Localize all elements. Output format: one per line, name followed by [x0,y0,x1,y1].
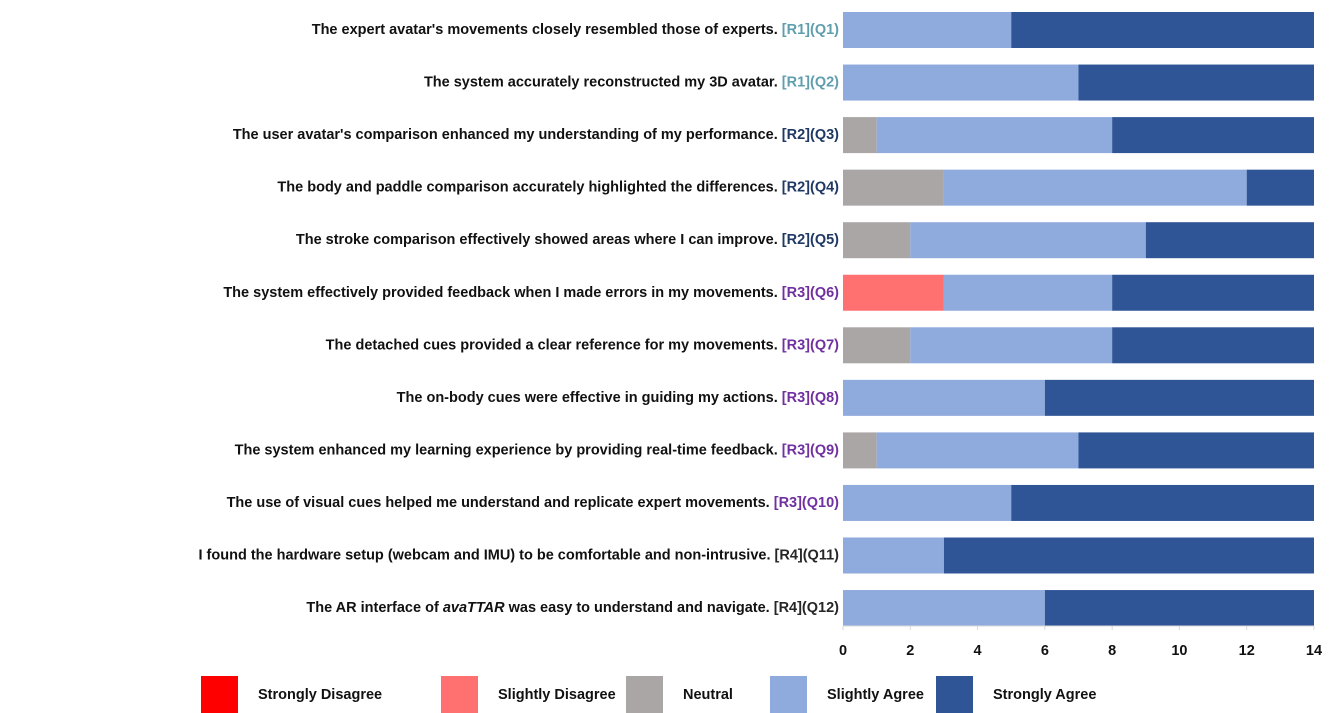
question-text: The detached cues provided a clear refer… [326,337,782,353]
x-tick-label: 4 [974,643,982,659]
tag: [R3](Q9) [782,442,839,458]
x-tick-label: 0 [839,643,847,659]
tag: [R3](Q6) [782,285,839,301]
tag: [R4](Q11) [775,547,840,563]
bar-segment [843,537,944,574]
italic-term: avaTTAR [443,600,505,616]
category-label: The stroke comparison effectively showed… [296,232,839,248]
legend-swatch [441,676,478,713]
bar-segment [876,432,1079,469]
bar-segment [843,379,1045,416]
legend-swatch [770,676,807,713]
legend-label: Neutral [683,687,733,703]
x-tick-label: 10 [1171,643,1187,659]
bar-segment [843,64,1079,101]
question-text: The use of visual cues helped me underst… [227,495,774,511]
bar-segment [843,169,944,206]
tag: [R2](Q5) [782,232,839,248]
bar-segment [943,169,1247,206]
category-label: The body and paddle comparison accuratel… [277,179,839,195]
category-label: The system accurately reconstructed my 3… [424,74,839,90]
tag: [R2](Q3) [782,127,839,143]
legend-label: Slightly Disagree [498,687,616,703]
x-tick-label: 6 [1041,643,1049,659]
tag: [R3](Q8) [782,390,839,406]
bar-segment [943,274,1113,311]
tag: [R1](Q1) [782,22,839,38]
category-label: The AR interface of avaTTAR was easy to … [306,600,839,616]
bar-segment [1246,169,1314,206]
category-label: The user avatar's comparison enhanced my… [233,127,839,143]
question-text: The stroke comparison effectively showed… [296,232,782,248]
question-text: The user avatar's comparison enhanced my… [233,127,782,143]
bar-segment [1044,590,1314,627]
x-tick-label: 12 [1239,643,1255,659]
question-text: The expert avatar's movements closely re… [312,22,782,38]
question-text: The system accurately reconstructed my 3… [424,74,782,90]
bar-segment [843,590,1045,627]
question-text: The body and paddle comparison accuratel… [277,179,781,195]
category-label: The use of visual cues helped me underst… [227,495,840,511]
bar-segment [1112,274,1314,311]
legend-swatch [936,676,973,713]
bar-segment [910,222,1146,259]
bar-segment [943,537,1314,574]
question-text: The system enhanced my learning experien… [235,442,782,458]
tag: [R1](Q2) [782,74,839,90]
question-text: The on-body cues were effective in guidi… [397,390,782,406]
bar-segment [843,274,944,311]
tag: [R3](Q7) [782,337,839,353]
bar-segment [1011,484,1314,521]
category-label: The detached cues provided a clear refer… [326,337,839,353]
bar-segment [910,327,1113,364]
bar-segment [876,117,1113,154]
bar-segment [843,432,877,469]
legend-swatch [201,676,238,713]
bar-segment [1078,64,1314,101]
question-text: The system effectively provided feedback… [223,285,781,301]
bar-segment [1112,327,1314,364]
bar-segment [1145,222,1314,259]
bar-segment [1078,432,1314,469]
x-tick-label: 8 [1108,643,1116,659]
tag: [R4](Q12) [774,600,839,616]
tag: [R3](Q10) [774,495,839,511]
legend-label: Strongly Disagree [258,687,382,703]
category-label: The system effectively provided feedback… [223,285,839,301]
category-label: The expert avatar's movements closely re… [312,22,839,38]
question-text: I found the hardware setup (webcam and I… [199,547,775,563]
tag: [R2](Q4) [782,179,839,195]
category-label: I found the hardware setup (webcam and I… [199,547,840,563]
bar-segment [843,117,877,154]
bar-segment [1044,379,1314,416]
x-tick-label: 14 [1306,643,1322,659]
bar-segment [843,327,911,364]
legend-swatch [626,676,663,713]
bar-segment [843,484,1012,521]
legend-label: Strongly Agree [993,687,1096,703]
legend-label: Slightly Agree [827,687,924,703]
category-label: The system enhanced my learning experien… [235,442,840,458]
x-tick-label: 2 [906,643,914,659]
bar-segment [1112,117,1314,154]
bar-segment [1011,12,1314,48]
question-text: The AR interface of avaTTAR was easy to … [306,600,773,616]
bar-segment [843,12,1012,48]
bar-segment [843,222,911,259]
category-label: The on-body cues were effective in guidi… [397,390,840,406]
